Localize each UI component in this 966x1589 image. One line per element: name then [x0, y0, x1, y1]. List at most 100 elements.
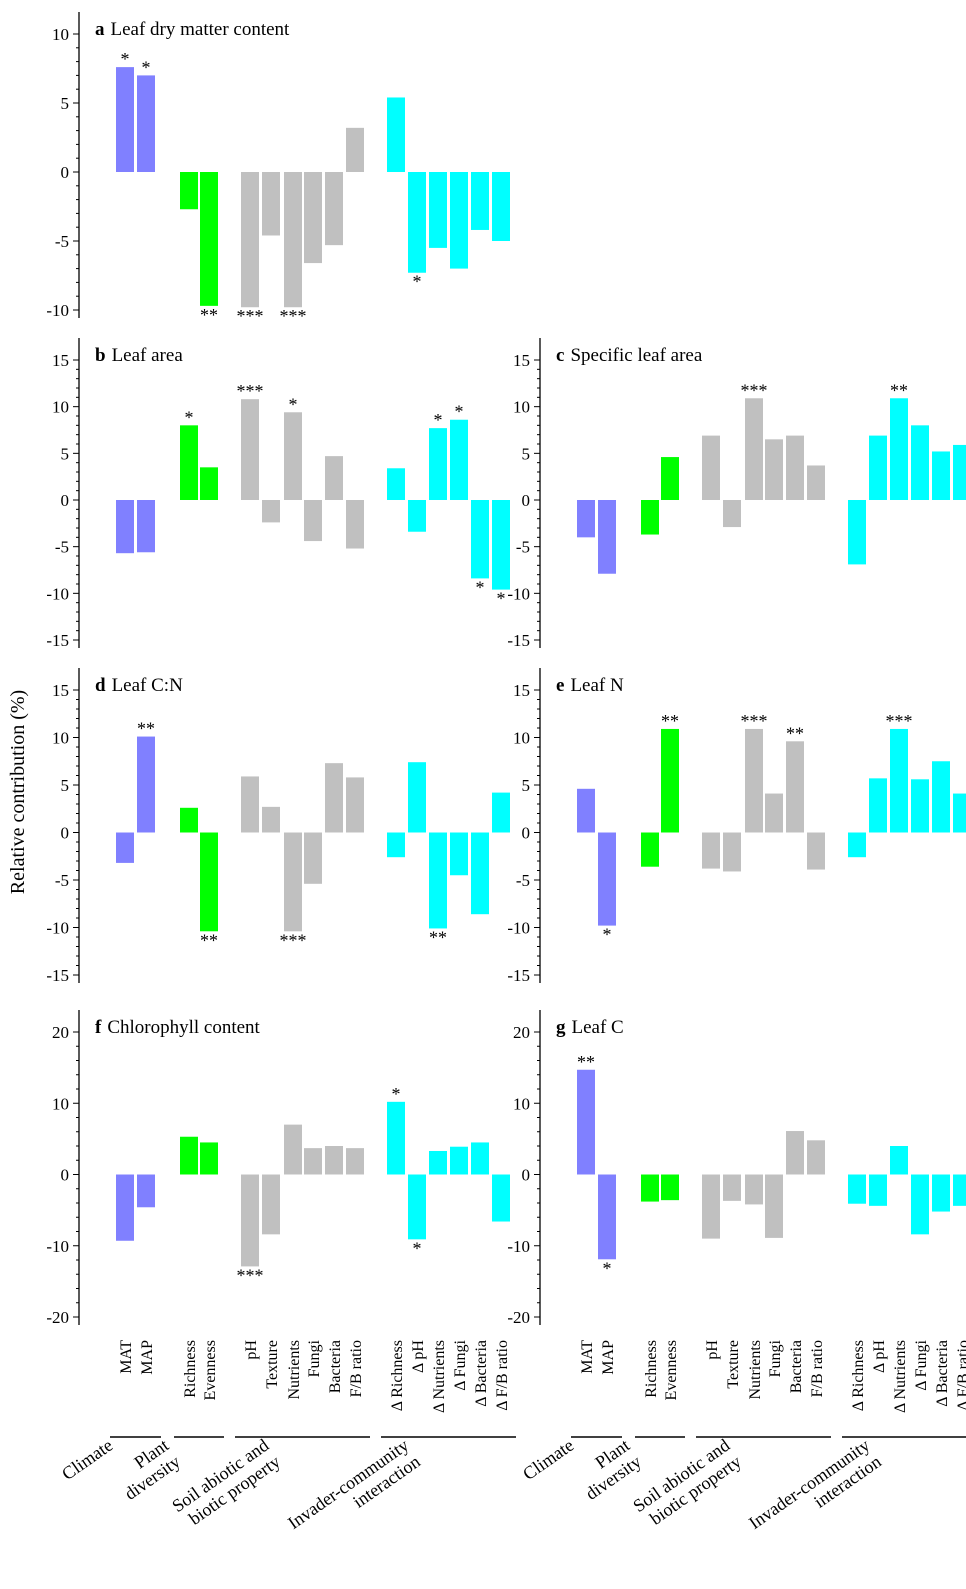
- category-label: F/B ratio: [348, 1340, 365, 1397]
- y-tick-label: 5: [522, 776, 531, 795]
- y-tick-label: -5: [55, 538, 69, 557]
- y-tick-label: 0: [61, 1166, 70, 1185]
- bar-ph: [241, 1174, 259, 1267]
- y-tick-label: 10: [52, 25, 69, 44]
- category-label: Δ Bacteria: [934, 1340, 951, 1407]
- bar-nutrients: [284, 1124, 302, 1175]
- category-label: Evenness: [663, 1340, 680, 1400]
- bar-richness: [641, 832, 659, 867]
- y-tick-label: 20: [513, 1023, 530, 1042]
- bar-ph: [702, 832, 720, 869]
- y-tick-label: -15: [46, 631, 69, 650]
- significance-label: *: [185, 407, 194, 427]
- bar-richness: [180, 172, 198, 210]
- y-tick-label: -10: [46, 584, 69, 603]
- category-label: Δ pH: [410, 1340, 427, 1373]
- bar-f-b-ratio: [953, 444, 966, 500]
- significance-label: *: [434, 410, 443, 430]
- bar-f-b-ratio: [492, 172, 510, 241]
- y-tick-label: -5: [55, 232, 69, 251]
- bar-fungi: [304, 1148, 322, 1175]
- y-tick-label: 20: [52, 1023, 69, 1042]
- bar-map: [137, 500, 155, 553]
- category-label: Δ F/B ratio: [955, 1340, 966, 1411]
- significance-label: ***: [741, 711, 768, 731]
- bar-ph: [241, 172, 259, 308]
- bar-ph: [869, 1174, 887, 1206]
- bar-nutrients: [745, 728, 763, 833]
- bar-map: [137, 736, 155, 833]
- significance-label: **: [890, 380, 908, 400]
- y-tick-label: -10: [46, 301, 69, 320]
- significance-label: *: [413, 272, 422, 292]
- significance-label: ***: [237, 1265, 264, 1285]
- group-label: Climate: [58, 1435, 116, 1484]
- group-label: Invader-communityinteraction: [284, 1435, 424, 1550]
- bar-nutrients: [745, 1174, 763, 1205]
- bar-bacteria: [932, 451, 950, 500]
- group-label: Plantdiversity: [570, 1435, 645, 1504]
- bar-f-b-ratio: [807, 465, 825, 500]
- y-tick-label: 0: [522, 1166, 531, 1185]
- bar-ph: [408, 1174, 426, 1240]
- y-tick-label: -10: [507, 584, 530, 603]
- category-label: Bacteria: [327, 1340, 344, 1393]
- category-label: Evenness: [202, 1340, 219, 1400]
- y-tick-label: -20: [46, 1308, 69, 1327]
- bar-f-b-ratio: [346, 777, 364, 833]
- y-tick-label: -10: [46, 919, 69, 938]
- bar-nutrients: [284, 412, 302, 500]
- bar-fungi: [911, 425, 929, 500]
- category-label: Δ Nutrients: [431, 1340, 448, 1413]
- bar-richness: [848, 500, 866, 565]
- bar-nutrients: [429, 832, 447, 929]
- group-label: Plantdiversity: [109, 1435, 184, 1504]
- bar-texture: [262, 806, 280, 833]
- bar-nutrients: [284, 172, 302, 308]
- y-tick-label: 10: [52, 398, 69, 417]
- bar-f-b-ratio: [346, 500, 364, 549]
- bar-map: [598, 832, 616, 926]
- bar-evenness: [200, 832, 218, 932]
- bar-mat: [116, 832, 134, 863]
- bar-fungi: [911, 779, 929, 833]
- category-label: Bacteria: [788, 1340, 805, 1393]
- group-label: Climate: [519, 1435, 577, 1484]
- y-tick-label: 0: [61, 491, 70, 510]
- significance-label: ***: [280, 306, 307, 326]
- panel-title: e Leaf N: [556, 675, 624, 696]
- category-label: Δ Fungi: [452, 1339, 469, 1390]
- bar-nutrients: [429, 1150, 447, 1175]
- y-tick-label: 0: [522, 824, 531, 843]
- bar-texture: [723, 1174, 741, 1201]
- bar-richness: [180, 807, 198, 833]
- category-label: pH: [243, 1340, 260, 1360]
- category-label: Texture: [725, 1340, 742, 1389]
- bar-ph: [869, 435, 887, 500]
- bar-f-b-ratio: [346, 127, 364, 172]
- bar-richness: [180, 1136, 198, 1175]
- bar-bacteria: [786, 1131, 804, 1175]
- bar-texture: [723, 500, 741, 528]
- category-label: Richness: [643, 1340, 660, 1398]
- bar-bacteria: [325, 763, 343, 833]
- y-tick-label: 5: [61, 444, 70, 463]
- y-tick-label: 10: [513, 1094, 530, 1113]
- significance-label: ***: [237, 381, 264, 401]
- group-label: Soil abiotic andbiotic property: [629, 1435, 744, 1533]
- significance-label: **: [786, 723, 804, 743]
- bar-fungi: [765, 1174, 783, 1238]
- category-label: MAT: [118, 1340, 135, 1374]
- bar-ph: [408, 172, 426, 273]
- panel-title: d Leaf C:N: [95, 675, 183, 696]
- bar-f-b-ratio: [807, 832, 825, 870]
- y-axis-label: Relative contribution (%): [7, 690, 29, 894]
- bar-richness: [180, 425, 198, 500]
- bar-mat: [116, 67, 134, 172]
- y-tick-label: -5: [516, 538, 530, 557]
